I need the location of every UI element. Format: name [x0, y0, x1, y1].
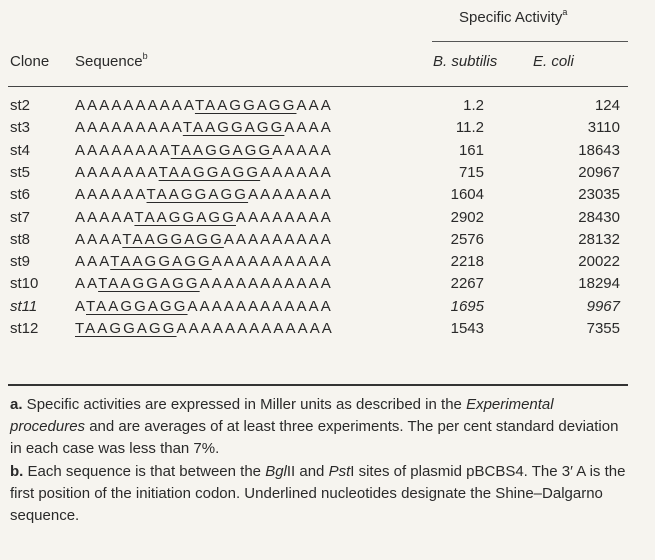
sequence-suffix: AAAA	[284, 119, 333, 137]
shine-dalgarno-sequence: TAAGGAGG	[110, 253, 212, 271]
table-row: st10 AATAAGGAGGAAAAAAAAAAA 2267 18294	[0, 275, 655, 297]
b-subtilis-activity-cell: 715	[458, 163, 484, 181]
sequence-suffix: AAAAAAAAAAAAA	[176, 320, 334, 337]
b-subtilis-activity-cell: 1695	[450, 297, 484, 315]
footnote-b: b. Each sequence is that between the Bgl…	[10, 463, 626, 524]
b-subtilis-column-header: B. subtilis	[433, 53, 498, 70]
b-subtilis-activity-cell: 1604	[450, 186, 484, 204]
e-coli-activity-cell: 28132	[578, 230, 620, 248]
sequence-prefix: AAAAAAAAA	[75, 119, 183, 137]
b-subtilis-activity-cell: 2218	[450, 253, 484, 271]
table-row: st12 TAAGGAGGAAAAAAAAAAAAA 1543 7355	[0, 320, 655, 342]
clone-cell: st11	[10, 297, 38, 315]
shine-dalgarno-sequence: TAAGGAGG	[86, 297, 188, 315]
sequence-cell: ATAAGGAGGAAAAAAAAAAAA	[75, 298, 333, 315]
shine-dalgarno-sequence: TAAGGAGG	[134, 208, 236, 226]
table-row: st4 AAAAAAAATAAGGAGGAAAAA 161 18643	[0, 142, 655, 164]
sequence-suffix: AAAAAAAA	[235, 208, 333, 226]
clone-cell: st7	[10, 208, 31, 226]
sequence-prefix: AAAAAAAA	[75, 141, 171, 159]
footnote-a: a. Specific activities are expressed in …	[10, 396, 619, 457]
table-row: st9 AAATAAGGAGGAAAAAAAAAA 2218 20022	[0, 253, 655, 275]
shine-dalgarno-sequence: TAAGGAGG	[98, 275, 200, 293]
shine-dalgarno-sequence: TAAGGAGG	[122, 230, 224, 248]
clone-cell: st8	[10, 230, 31, 248]
table-row: st2 AAAAAAAAAATAAGGAGGAAA 1.2 124	[0, 97, 655, 119]
clone-cell: st2	[10, 97, 31, 114]
b-subtilis-activity-cell: 11.2	[455, 119, 484, 137]
table-row: st11 ATAAGGAGGAAAAAAAAAAAA 1695 9967	[0, 298, 655, 320]
shine-dalgarno-sequence: TAAGGAGG	[194, 97, 297, 114]
sequence-suffix: AAAAAAAAAA	[211, 253, 333, 271]
footnote-mark-a: a	[562, 7, 568, 17]
e-coli-activity-cell: 18294	[578, 275, 620, 293]
b-subtilis-activity-cell: 2576	[450, 230, 484, 248]
sequence-prefix: AA	[75, 275, 99, 293]
clone-cell: st5	[10, 163, 31, 181]
e-coli-activity-cell: 28430	[578, 208, 620, 226]
sequence-cell: AAAATAAGGAGGAAAAAAAAA	[75, 231, 333, 248]
sequence-prefix: AAAA	[75, 230, 123, 248]
b-subtilis-activity-cell: 2902	[450, 208, 484, 226]
clone-cell: st12	[10, 320, 39, 337]
shine-dalgarno-sequence: TAAGGAGG	[182, 119, 285, 137]
b-subtilis-activity-cell: 1543	[450, 320, 484, 337]
table-row: st3 AAAAAAAAATAAGGAGGAAAA 11.2 3110	[0, 119, 655, 141]
sequence-suffix: AAAAAAAAA	[223, 230, 333, 248]
sequence-prefix: AAAAAAA	[75, 163, 159, 181]
sequence-prefix: AAAAAA	[75, 186, 147, 204]
shine-dalgarno-sequence: TAAGGAGG	[75, 320, 177, 337]
clone-cell: st10	[10, 275, 39, 293]
table-row: st7 AAAAATAAGGAGGAAAAAAAA 2902 28430	[0, 209, 655, 231]
sequence-column-header: Sequenceb	[75, 51, 148, 70]
specific-activity-rule	[432, 41, 628, 42]
clone-cell: st3	[10, 119, 31, 137]
sequence-cell: AATAAGGAGGAAAAAAAAAAA	[75, 275, 333, 292]
shine-dalgarno-sequence: TAAGGAGG	[146, 186, 249, 204]
sequence-cell: AAAAAAAAATAAGGAGGAAAA	[75, 119, 333, 136]
sequence-cell: AAATAAGGAGGAAAAAAAAAA	[75, 253, 333, 270]
sequence-cell: AAAAATAAGGAGGAAAAAAAA	[75, 209, 333, 226]
sequence-cell: AAAAAAAAAATAAGGAGGAAA	[75, 97, 333, 114]
table-row: st8 AAAATAAGGAGGAAAAAAAAA 2576 28132	[0, 231, 655, 253]
e-coli-activity-cell: 7355	[586, 320, 620, 337]
e-coli-activity-cell: 124	[594, 97, 620, 114]
specific-activity-heading: Specific Activitya	[459, 7, 568, 26]
clone-column-header: Clone	[10, 53, 50, 70]
clone-cell: st4	[10, 141, 31, 159]
sequence-suffix: AAAAAAAAAAA	[199, 275, 333, 293]
table-row: st5 AAAAAAATAAGGAGGAAAAAA 715 20967	[0, 164, 655, 186]
table-row: st6 AAAAAATAAGGAGGAAAAAAA 1604 23035	[0, 186, 655, 208]
sequence-suffix: AAAAAA	[260, 163, 333, 181]
e-coli-column-header: E. coli	[533, 53, 574, 70]
sequence-suffix: AAAAA	[272, 141, 333, 159]
sequence-cell: AAAAAAAATAAGGAGGAAAAA	[75, 142, 333, 159]
sequence-suffix: AAAAAAAAAAAA	[187, 297, 333, 315]
clone-cell: st9	[10, 253, 31, 271]
sequence-cell: AAAAAAATAAGGAGGAAAAAA	[75, 164, 333, 181]
sequence-prefix: AAA	[75, 253, 111, 271]
e-coli-activity-cell: 9967	[586, 297, 620, 315]
e-coli-activity-cell: 3110	[587, 119, 620, 137]
sequence-cell: AAAAAATAAGGAGGAAAAAAA	[75, 186, 333, 203]
table-bottom-rule	[8, 384, 628, 386]
shine-dalgarno-sequence: TAAGGAGG	[158, 163, 261, 181]
shine-dalgarno-sequence: TAAGGAGG	[170, 141, 273, 159]
sequence-cell: TAAGGAGGAAAAAAAAAAAAA	[75, 320, 334, 337]
e-coli-activity-cell: 20022	[578, 253, 620, 271]
sequence-suffix: AAA	[296, 97, 333, 114]
b-subtilis-activity-cell: 1.2	[463, 97, 484, 114]
b-subtilis-activity-cell: 161	[458, 141, 484, 159]
sequence-suffix: AAAAAAA	[248, 186, 333, 204]
e-coli-activity-cell: 20967	[578, 163, 620, 181]
e-coli-activity-cell: 23035	[578, 186, 620, 204]
sequence-prefix: AAAAAAAAAA	[75, 97, 195, 114]
sequence-prefix: A	[75, 297, 86, 315]
b-subtilis-activity-cell: 2267	[450, 275, 484, 293]
header-rule	[8, 86, 628, 87]
footnote-mark-b: b	[142, 51, 148, 61]
clone-cell: st6	[10, 186, 31, 204]
e-coli-activity-cell: 18643	[578, 141, 620, 159]
sequence-prefix: AAAAA	[75, 208, 135, 226]
